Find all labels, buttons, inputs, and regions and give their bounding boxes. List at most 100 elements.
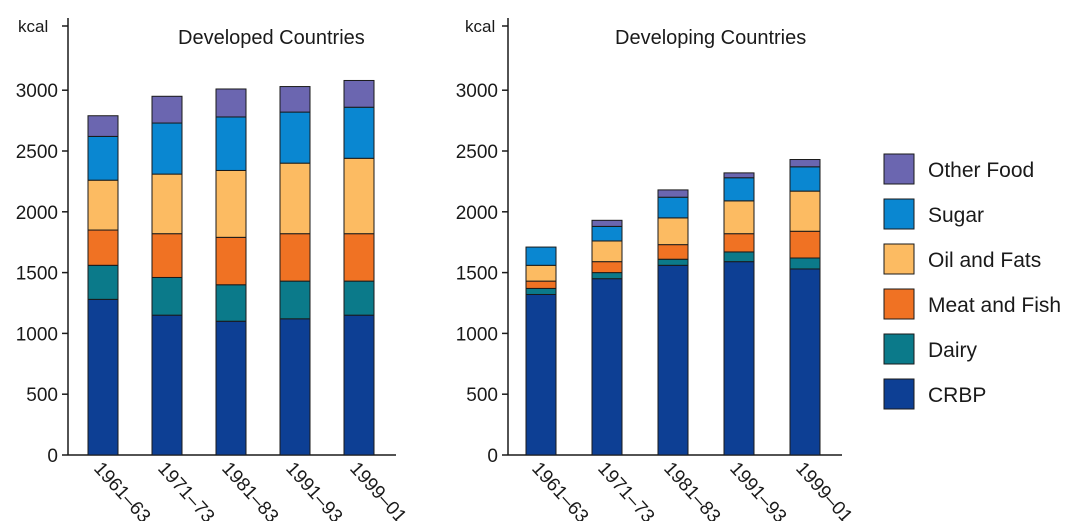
bar-segment-sugar (215, 116, 247, 171)
bar-segment-other-food (343, 79, 375, 108)
legend-label-oil-and-fats: Oil and Fats (928, 249, 1041, 272)
y-tick-label: 2500 (456, 142, 498, 163)
bar-segment-other-food (215, 88, 247, 118)
bar-segment-other-food (151, 95, 183, 124)
chart-title: Developed Countries (178, 27, 365, 49)
bar-segment-crbp (343, 314, 375, 456)
bar-segment-sugar (279, 111, 311, 164)
bar-segment-meat-and-fish (657, 244, 689, 260)
y-tick-label: 3000 (16, 81, 58, 102)
legend-swatch-sugar (883, 198, 915, 230)
y-tick-label: 2500 (16, 142, 58, 163)
bar-segment-crbp (87, 298, 119, 456)
y-tick-label: 0 (487, 446, 498, 467)
legend-swatch-dairy (883, 333, 915, 365)
bar-segment-meat-and-fish (591, 261, 623, 274)
legend-label-sugar: Sugar (928, 204, 984, 227)
bar-segment-dairy (215, 284, 247, 322)
bar-segment-sugar (343, 106, 375, 159)
bar-segment-dairy (343, 280, 375, 316)
legend-label-other-food: Other Food (928, 159, 1034, 182)
x-tick-label: 1991–93 (725, 458, 790, 521)
bar-segment-sugar (789, 166, 821, 192)
bar-segment-oil-and-fats (525, 264, 557, 282)
bar-segment-dairy (279, 280, 311, 320)
legend-swatch-crbp (883, 378, 915, 410)
bar-segment-other-food (789, 159, 821, 168)
y-tick-label: 500 (466, 385, 498, 406)
bar-segment-oil-and-fats (591, 240, 623, 263)
x-tick-label: 1999–01 (345, 458, 410, 521)
y-tick-label: 1500 (16, 264, 58, 285)
bar-segment-crbp (279, 318, 311, 456)
bar-segment-oil-and-fats (657, 217, 689, 246)
y-tick-label: 0 (47, 446, 58, 467)
bar-segment-meat-and-fish (525, 280, 557, 289)
bar-segment-dairy (723, 251, 755, 263)
bar-segment-oil-and-fats (723, 200, 755, 235)
bar-segment-dairy (87, 264, 119, 300)
bar-segment-oil-and-fats (279, 162, 311, 235)
bar-segment-oil-and-fats (343, 157, 375, 235)
bar-segment-sugar (525, 246, 557, 266)
y-tick-label: 1000 (16, 324, 58, 345)
bar-segment-sugar (151, 122, 183, 175)
bar-segment-crbp (789, 268, 821, 456)
chart-developed-countries: Developed Countries kcal 0 500 1000 1500 2000 2… (16, 17, 411, 521)
bar-segment-crbp (151, 314, 183, 456)
bar-segment-oil-and-fats (789, 190, 821, 232)
legend-swatch-other-food (883, 153, 915, 185)
bar-segment-meat-and-fish (789, 230, 821, 259)
y-axis-unit-label: kcal (465, 17, 495, 36)
bar-segment-dairy (657, 258, 689, 266)
bar-segment-other-food (723, 172, 755, 179)
bar-segment-dairy (591, 272, 623, 280)
bar-segment-meat-and-fish (87, 229, 119, 266)
x-tick-label: 1961–63 (89, 458, 154, 521)
x-tick-label: 1991–93 (281, 458, 346, 521)
bar-segment-meat-and-fish (723, 233, 755, 253)
bar-segment-meat-and-fish (151, 233, 183, 278)
y-tick-label: 3000 (456, 81, 498, 102)
chart-developing-countries: Developing Countries kcal 0 500 1000 1500 2000… (456, 17, 857, 521)
y-tick-label: 1000 (456, 324, 498, 345)
bar-segment-dairy (151, 276, 183, 316)
x-tick-label: 1971–73 (153, 458, 218, 521)
bar-segment-meat-and-fish (215, 236, 247, 286)
legend-label-meat-and-fish: Meat and Fish (928, 294, 1061, 317)
bar-segment-meat-and-fish (279, 233, 311, 282)
x-tick-label: 1981–83 (659, 458, 724, 521)
bar-segment-sugar (591, 225, 623, 242)
bar-segment-crbp (723, 261, 755, 456)
bar-segment-other-food (87, 115, 119, 137)
legend-label-dairy: Dairy (928, 339, 978, 362)
x-tick-label: 1971–73 (593, 458, 658, 521)
y-tick-label: 2000 (16, 203, 58, 224)
bar-segment-crbp (591, 278, 623, 456)
bar-segment-sugar (723, 177, 755, 202)
bar-segment-crbp (657, 264, 689, 456)
bar-segment-dairy (525, 287, 557, 295)
bar-segment-other-food (279, 86, 311, 113)
x-tick-label: 1999–01 (791, 458, 856, 521)
y-tick-label: 500 (26, 385, 58, 406)
x-tick-label: 1981–83 (217, 458, 282, 521)
bar-segment-sugar (87, 135, 119, 181)
bar-segment-dairy (789, 257, 821, 270)
legend-swatch-meat-and-fish (883, 288, 915, 320)
x-tick-label: 1961–63 (527, 458, 592, 521)
bar-segment-oil-and-fats (87, 179, 119, 231)
bar-segment-oil-and-fats (215, 169, 247, 238)
bar-segment-oil-and-fats (151, 173, 183, 235)
bar-segment-other-food (591, 219, 623, 227)
y-tick-label: 2000 (456, 203, 498, 224)
y-axis-unit-label: kcal (18, 17, 48, 36)
legend-label-crbp: CRBP (928, 384, 986, 407)
bar-segment-sugar (657, 196, 689, 219)
bar-segment-crbp (525, 293, 557, 456)
legend-swatch-oil-and-fats (883, 243, 915, 275)
bar-segment-crbp (215, 320, 247, 456)
chart-title: Developing Countries (615, 27, 806, 49)
bar-segment-meat-and-fish (343, 233, 375, 282)
